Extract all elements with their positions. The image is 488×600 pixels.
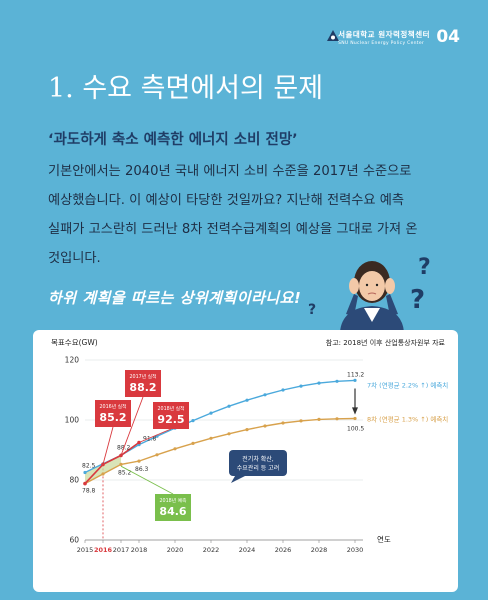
series-point xyxy=(317,417,321,421)
note-box-pointer xyxy=(231,476,245,483)
header-org-english: SNU Nuclear Energy Policy Center xyxy=(338,41,425,46)
legend-7th-plan: 7차 (연평균 2.2% ↑) 예측치 xyxy=(367,380,448,389)
header-org: 서울대학교 원자력정책센터 SNU Nuclear Energy Policy … xyxy=(338,29,430,46)
series-point xyxy=(173,447,177,451)
series-point xyxy=(263,424,267,428)
series-point xyxy=(263,393,267,397)
series-point xyxy=(191,441,195,445)
x-tick-label: 2022 xyxy=(203,546,220,554)
series-point xyxy=(245,398,249,402)
x-tick-label: 2026 xyxy=(275,546,292,554)
series-point xyxy=(227,432,231,436)
series-point xyxy=(245,428,249,432)
x-tick-label: 2016 xyxy=(94,546,113,554)
question-mark-icon: ? xyxy=(418,255,431,280)
body-paragraph: 기본안에서는 2040년 국내 에너지 소비 수준을 2017년 수준으로 예상… xyxy=(48,157,452,273)
series-point xyxy=(209,436,213,440)
series-point xyxy=(281,388,285,392)
callout-label: 2018년 실적 xyxy=(158,405,185,412)
x-tick-label: 2028 xyxy=(311,546,328,554)
callout-connector xyxy=(102,426,114,465)
series-point xyxy=(119,453,123,458)
callout-connector xyxy=(138,428,172,443)
series-line-3 xyxy=(84,441,140,485)
series-point xyxy=(227,404,231,408)
data-point-label: 82.5 xyxy=(82,463,96,470)
callout-value: 84.6 xyxy=(159,505,186,518)
series-point xyxy=(137,459,141,463)
callout-label: 2018년 예측 xyxy=(160,497,188,504)
series-point xyxy=(155,453,159,457)
down-arrow-head-icon xyxy=(352,407,358,415)
y-tick-label: 120 xyxy=(65,356,80,365)
confused-person-illustration: ? ? ? xyxy=(308,255,431,332)
y-tick-label: 60 xyxy=(69,536,79,545)
series-point xyxy=(299,384,303,388)
y-axis-label: 목표수요(GW) xyxy=(51,338,98,347)
x-tick-label: 2020 xyxy=(167,546,184,554)
note-line: 수요관리 등 고려 xyxy=(237,464,279,472)
body-line: 기본안에서는 2040년 국내 에너지 소비 수준을 2017년 수준으로 xyxy=(48,164,412,179)
callout-connector xyxy=(120,396,144,456)
y-tick-label: 80 xyxy=(69,476,79,485)
series-point xyxy=(335,417,339,421)
series-point xyxy=(101,472,105,476)
section-subtitle: ‘과도하게 축소 예측한 에너지 소비 전망’ xyxy=(48,132,298,148)
header-org-korean: 서울대학교 원자력정책센터 xyxy=(338,30,430,39)
forecast-gap-band xyxy=(85,455,121,484)
series-point xyxy=(83,481,87,486)
data-point-label: 100.5 xyxy=(347,426,364,433)
x-tick-label: 2030 xyxy=(347,546,364,554)
y-tick-label: 100 xyxy=(65,416,80,425)
page-number: 04 xyxy=(436,27,460,47)
data-point-label: 91.8 xyxy=(143,436,157,443)
x-tick-label: 2015 xyxy=(77,546,94,554)
series-point xyxy=(353,378,357,382)
series-line-2 xyxy=(84,417,356,485)
demand-forecast-chart: 목표수요(GW) 참고: 2018년 이후 산업통상자원부 자료 연도 60 80… xyxy=(51,338,448,554)
series-point xyxy=(335,379,339,383)
question-mark-icon: ? xyxy=(308,302,316,318)
body-line: 것입니다. xyxy=(48,251,101,266)
chart-card: 목표수요(GW) 참고: 2018년 이후 산업통상자원부 자료 연도 60 80… xyxy=(33,330,458,592)
callout-value: 88.2 xyxy=(129,381,156,394)
series-point xyxy=(119,462,123,466)
series-point xyxy=(281,421,285,425)
x-tick-label: 2024 xyxy=(239,546,256,554)
series-point xyxy=(299,419,303,423)
series-point xyxy=(209,411,213,415)
callout-box xyxy=(95,400,131,427)
x-tick-label: 2018 xyxy=(131,546,148,554)
series-point xyxy=(83,470,87,475)
x-axis-label: 연도 xyxy=(377,535,391,544)
body-line: 예상했습니다. 이 예상이 타당한 것일까요? 지난해 전력수요 예측 xyxy=(48,193,404,208)
series-point xyxy=(317,381,321,385)
note-box xyxy=(229,450,287,476)
legend-8th-plan: 8차 (연평균 1.3% ↑) 예측치 xyxy=(367,415,448,424)
chart-source-note: 참고: 2018년 이후 산업통상자원부 자료 xyxy=(326,338,446,347)
series-point xyxy=(137,440,141,445)
page-title: 1. 수요 측면에서의 문제 xyxy=(48,73,324,104)
callout-label: 2016년 실적 xyxy=(100,403,127,410)
data-point-label: 113.2 xyxy=(347,371,364,378)
note-line: 전기차 확산, xyxy=(242,455,274,463)
series-point xyxy=(353,416,357,421)
series-line-1 xyxy=(84,379,356,474)
data-point-label: 85.2 xyxy=(118,469,132,476)
body-line: 실패가 고스란히 드러난 8차 전력수급계획의 예상을 그대로 가져 온 xyxy=(48,222,418,237)
handwritten-remark: 하위 계획을 따르는 상위계획이라니요! xyxy=(48,289,302,307)
callout-box xyxy=(155,494,191,521)
data-point-label: 78.8 xyxy=(82,488,96,495)
callout-connector xyxy=(120,465,174,495)
question-mark-icon: ? xyxy=(410,285,425,315)
x-tick-label: 2017 xyxy=(113,546,130,554)
callout-box xyxy=(125,370,161,397)
snu-logo-icon xyxy=(327,30,339,41)
callout-box xyxy=(153,402,189,429)
callout-label: 2017년 실적 xyxy=(130,373,157,380)
data-point-label: 86.3 xyxy=(135,466,149,473)
callout-value: 85.2 xyxy=(99,411,126,424)
series-point xyxy=(191,419,195,423)
callout-value: 92.5 xyxy=(157,413,184,426)
